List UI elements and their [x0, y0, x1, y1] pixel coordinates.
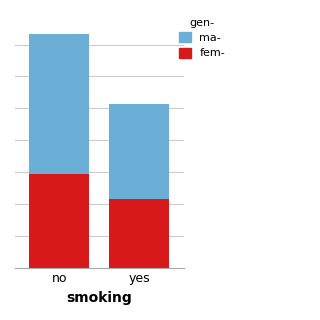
- X-axis label: smoking: smoking: [66, 291, 132, 305]
- Bar: [109, 199, 170, 268]
- Bar: [29, 174, 89, 268]
- Bar: [29, 34, 89, 174]
- Legend: ma-, fem-: ma-, fem-: [180, 18, 225, 59]
- Bar: [109, 104, 170, 199]
